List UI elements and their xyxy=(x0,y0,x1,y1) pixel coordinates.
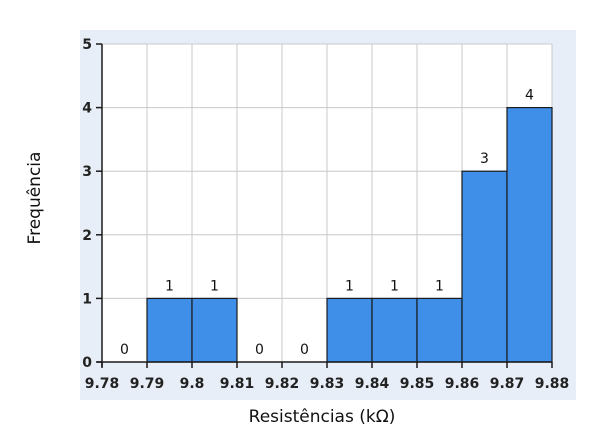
x-tick-label: 9.8 xyxy=(180,376,205,392)
histogram-bar xyxy=(191,297,238,363)
histogram-bar xyxy=(371,297,418,363)
y-tick-label: 1 xyxy=(82,291,92,307)
x-tick-label: 9.86 xyxy=(445,376,480,392)
histogram-bar xyxy=(506,106,553,363)
x-tick-label: 9.84 xyxy=(355,376,390,392)
bar-data-label: 0 xyxy=(255,342,264,358)
bar-data-label: 1 xyxy=(390,278,399,294)
histogram-bar xyxy=(146,297,193,363)
bar-data-label: 1 xyxy=(435,278,444,294)
y-tick-label: 5 xyxy=(82,37,92,53)
histogram-bar xyxy=(326,297,373,363)
y-tick-label: 0 xyxy=(82,355,92,371)
bar-data-label: 1 xyxy=(345,278,354,294)
x-tick-label: 9.83 xyxy=(310,376,345,392)
histogram-bar xyxy=(461,170,508,363)
x-tick-label: 9.79 xyxy=(130,376,165,392)
y-tick-label: 3 xyxy=(82,164,92,180)
y-tick-label: 4 xyxy=(82,101,92,117)
x-tick-label: 9.82 xyxy=(265,376,300,392)
x-tick-label: 9.87 xyxy=(490,376,525,392)
axes xyxy=(96,43,553,368)
bar-data-label: 0 xyxy=(120,342,129,358)
bar-data-label: 0 xyxy=(300,342,309,358)
x-tick-label: 9.81 xyxy=(220,376,255,392)
bar-data-label: 1 xyxy=(210,278,219,294)
x-tick-label: 9.85 xyxy=(400,376,435,392)
bar-data-label: 3 xyxy=(480,151,489,167)
bar-data-label: 4 xyxy=(525,88,534,104)
labels: 0 1 1 0 0 1 1 1 3 4 0 1 2 3 4 5 9.78 9.79 9.8 9.81 9.82 9.83 9… xyxy=(82,37,569,392)
x-tick-label: 9.78 xyxy=(85,376,120,392)
y-tick-label: 2 xyxy=(82,228,92,244)
x-axis-title: Resistências (kΩ) xyxy=(249,407,396,427)
bars xyxy=(146,106,553,363)
bar-data-label: 1 xyxy=(165,278,174,294)
histogram-bar xyxy=(416,297,463,363)
x-tick-label: 9.88 xyxy=(535,376,570,392)
y-axis-title: Frequência xyxy=(25,152,45,245)
